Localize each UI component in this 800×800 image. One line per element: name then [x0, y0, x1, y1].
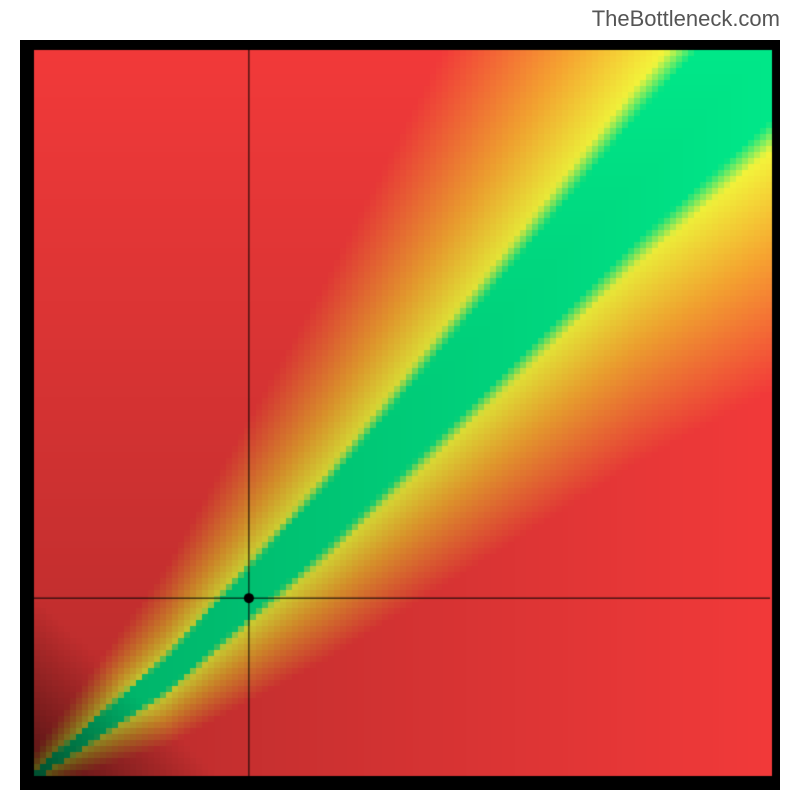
chart-container: TheBottleneck.com [0, 0, 800, 800]
bottleneck-heatmap [20, 40, 780, 790]
watermark-text: TheBottleneck.com [592, 6, 780, 32]
